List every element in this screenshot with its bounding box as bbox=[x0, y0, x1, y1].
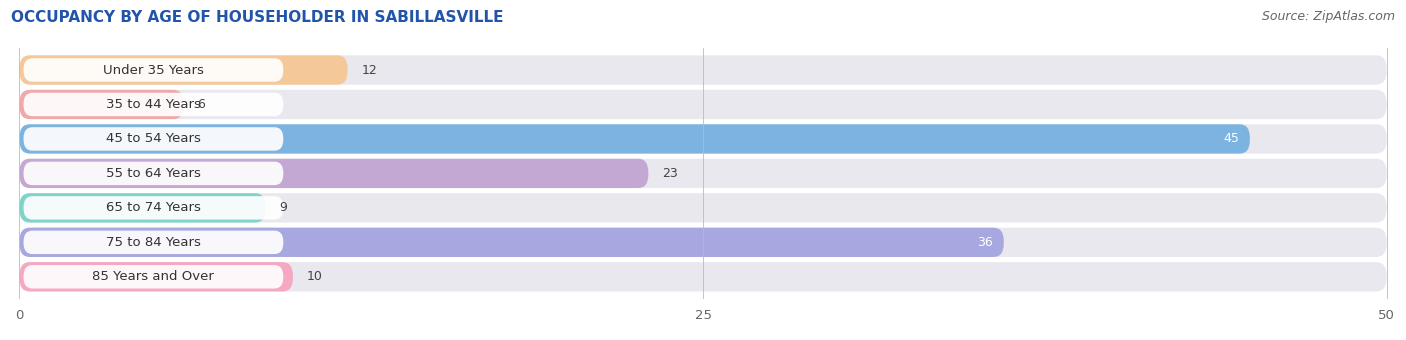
FancyBboxPatch shape bbox=[20, 90, 1386, 119]
FancyBboxPatch shape bbox=[24, 196, 283, 220]
Text: OCCUPANCY BY AGE OF HOUSEHOLDER IN SABILLASVILLE: OCCUPANCY BY AGE OF HOUSEHOLDER IN SABIL… bbox=[11, 10, 503, 25]
FancyBboxPatch shape bbox=[20, 90, 184, 119]
Text: 23: 23 bbox=[662, 167, 678, 180]
FancyBboxPatch shape bbox=[24, 265, 283, 289]
FancyBboxPatch shape bbox=[20, 228, 1004, 257]
FancyBboxPatch shape bbox=[20, 262, 1386, 291]
FancyBboxPatch shape bbox=[20, 193, 266, 222]
Text: 9: 9 bbox=[280, 201, 287, 214]
FancyBboxPatch shape bbox=[20, 159, 1386, 188]
FancyBboxPatch shape bbox=[20, 262, 292, 291]
FancyBboxPatch shape bbox=[24, 127, 283, 151]
FancyBboxPatch shape bbox=[20, 228, 1386, 257]
Text: Under 35 Years: Under 35 Years bbox=[103, 64, 204, 76]
FancyBboxPatch shape bbox=[20, 193, 1386, 222]
Text: 45: 45 bbox=[1223, 133, 1239, 146]
Text: 75 to 84 Years: 75 to 84 Years bbox=[105, 236, 201, 249]
Text: 55 to 64 Years: 55 to 64 Years bbox=[105, 167, 201, 180]
Text: 35 to 44 Years: 35 to 44 Years bbox=[105, 98, 201, 111]
FancyBboxPatch shape bbox=[24, 58, 283, 82]
Text: 6: 6 bbox=[197, 98, 205, 111]
FancyBboxPatch shape bbox=[24, 162, 283, 185]
FancyBboxPatch shape bbox=[20, 124, 1386, 154]
Text: Source: ZipAtlas.com: Source: ZipAtlas.com bbox=[1261, 10, 1395, 23]
FancyBboxPatch shape bbox=[20, 55, 347, 85]
FancyBboxPatch shape bbox=[24, 93, 283, 116]
FancyBboxPatch shape bbox=[20, 55, 1386, 85]
Text: 12: 12 bbox=[361, 64, 377, 76]
Text: 65 to 74 Years: 65 to 74 Years bbox=[105, 201, 201, 214]
Text: 85 Years and Over: 85 Years and Over bbox=[93, 270, 214, 283]
FancyBboxPatch shape bbox=[20, 124, 1250, 154]
FancyBboxPatch shape bbox=[24, 231, 283, 254]
Text: 45 to 54 Years: 45 to 54 Years bbox=[105, 133, 201, 146]
Text: 36: 36 bbox=[977, 236, 993, 249]
FancyBboxPatch shape bbox=[20, 159, 648, 188]
Text: 10: 10 bbox=[307, 270, 322, 283]
